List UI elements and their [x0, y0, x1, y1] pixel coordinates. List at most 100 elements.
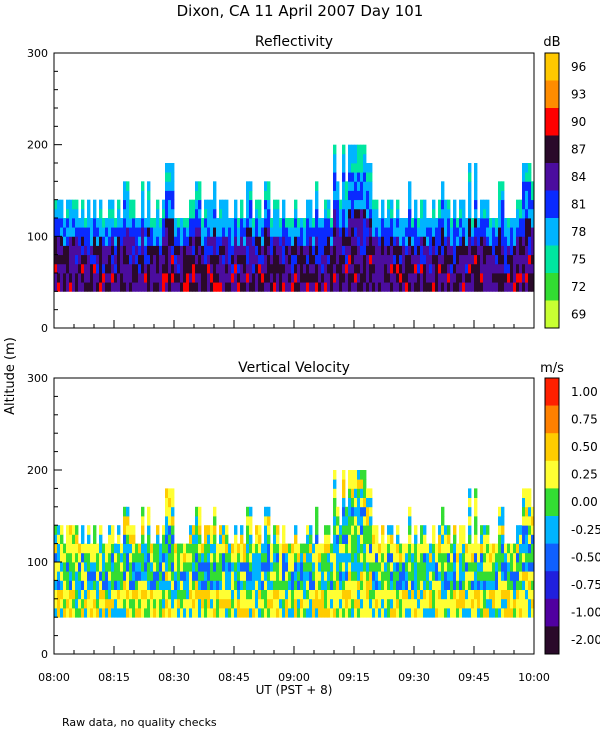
- heatmap-cell: [399, 263, 403, 274]
- heatmap-cell: [204, 218, 208, 228]
- heatmap-cell: [516, 282, 520, 292]
- heatmap-cell: [375, 562, 379, 572]
- heatmap-cell: [273, 282, 277, 292]
- heatmap-cell: [168, 163, 172, 173]
- heatmap-cell: [531, 218, 535, 228]
- heatmap-cell: [75, 534, 79, 544]
- heatmap-cell: [345, 525, 349, 535]
- heatmap-cell: [123, 580, 127, 590]
- heatmap-cell: [324, 208, 328, 219]
- heatmap-cell: [396, 589, 400, 600]
- heatmap-cell: [426, 571, 430, 581]
- heatmap-cell: [153, 589, 157, 600]
- heatmap-cell: [144, 608, 148, 618]
- heatmap-cell: [234, 608, 238, 618]
- heatmap-cell: [87, 218, 91, 228]
- heatmap-cell: [279, 608, 283, 618]
- heatmap-cell: [195, 543, 199, 554]
- heatmap-cell: [474, 552, 478, 563]
- heatmap-cell: [468, 273, 472, 283]
- heatmap-cell: [495, 580, 499, 590]
- heatmap-cell: [444, 543, 448, 554]
- heatmap-cell: [111, 282, 115, 292]
- heatmap-cell: [369, 227, 373, 237]
- heatmap-cell: [531, 608, 535, 618]
- heatmap-cell: [525, 273, 529, 283]
- heatmap-cell: [204, 589, 208, 600]
- heatmap-cell: [162, 562, 166, 572]
- heatmap-cell: [267, 199, 271, 210]
- heatmap-cell: [495, 562, 499, 572]
- heatmap-cell: [282, 598, 286, 609]
- heatmap-cell: [354, 236, 358, 246]
- heatmap-cell: [489, 608, 493, 618]
- heatmap-cell: [477, 552, 481, 563]
- heatmap-cell: [273, 273, 277, 283]
- heatmap-cell: [498, 254, 502, 265]
- heatmap-cell: [210, 273, 214, 283]
- heatmap-cell: [132, 552, 136, 563]
- heatmap-cell: [375, 608, 379, 618]
- heatmap-cell: [171, 525, 175, 535]
- heatmap-cell: [483, 254, 487, 265]
- heatmap-cell: [501, 236, 505, 246]
- heatmap-cell: [159, 263, 163, 274]
- heatmap-cell: [357, 218, 361, 228]
- heatmap-cell: [195, 199, 199, 210]
- heatmap-cell: [357, 163, 361, 173]
- heatmap-cell: [423, 282, 427, 292]
- heatmap-cell: [177, 236, 181, 246]
- heatmap-cell: [144, 562, 148, 572]
- heatmap-cell: [69, 543, 73, 554]
- heatmap-cell: [480, 525, 484, 535]
- heatmap-cell: [300, 236, 304, 246]
- heatmap-cell: [459, 282, 463, 292]
- heatmap-cell: [303, 598, 307, 609]
- heatmap-cell: [282, 543, 286, 554]
- heatmap-cell: [174, 273, 178, 283]
- heatmap-cell: [105, 608, 109, 618]
- heatmap-cell: [453, 218, 457, 228]
- heatmap-cell: [459, 254, 463, 265]
- heatmap-cell: [348, 516, 352, 526]
- heatmap-cell: [90, 552, 94, 563]
- heatmap-cell: [423, 254, 427, 265]
- heatmap-cell: [267, 562, 271, 572]
- heatmap-cell: [315, 608, 319, 618]
- heatmap-cell: [354, 208, 358, 219]
- heatmap-cell: [390, 245, 394, 256]
- heatmap-cell: [504, 245, 508, 256]
- heatmap-cell: [270, 608, 274, 618]
- heatmap-cell: [495, 218, 499, 228]
- heatmap-cell: [165, 208, 169, 219]
- heatmap-cell: [270, 589, 274, 600]
- heatmap-cell: [204, 254, 208, 265]
- heatmap-cell: [519, 552, 523, 563]
- heatmap-cell: [240, 552, 244, 563]
- heatmap-cell: [123, 571, 127, 581]
- heatmap-cell: [240, 254, 244, 265]
- heatmap-cell: [225, 273, 229, 283]
- heatmap-cell: [75, 254, 79, 265]
- heatmap-cell: [249, 552, 253, 563]
- heatmap-cell: [264, 227, 268, 237]
- colorbar-swatch: [545, 543, 559, 572]
- heatmap-cell: [501, 227, 505, 237]
- heatmap-cell: [147, 263, 151, 274]
- heatmap-cell: [276, 534, 280, 544]
- heatmap-cell: [255, 282, 259, 292]
- heatmap-cell: [156, 562, 160, 572]
- heatmap-cell: [123, 254, 127, 265]
- heatmap-cell: [351, 181, 355, 191]
- heatmap-cell: [153, 608, 157, 618]
- heatmap-cell: [303, 552, 307, 563]
- heatmap-cell: [417, 236, 421, 246]
- heatmap-cell: [99, 263, 103, 274]
- heatmap-cell: [399, 227, 403, 237]
- heatmap-cell: [198, 552, 202, 563]
- heatmap-cell: [396, 552, 400, 563]
- heatmap-cell: [270, 580, 274, 590]
- heatmap-cell: [183, 273, 187, 283]
- heatmap-cell: [123, 199, 127, 210]
- heatmap-cell: [462, 543, 466, 554]
